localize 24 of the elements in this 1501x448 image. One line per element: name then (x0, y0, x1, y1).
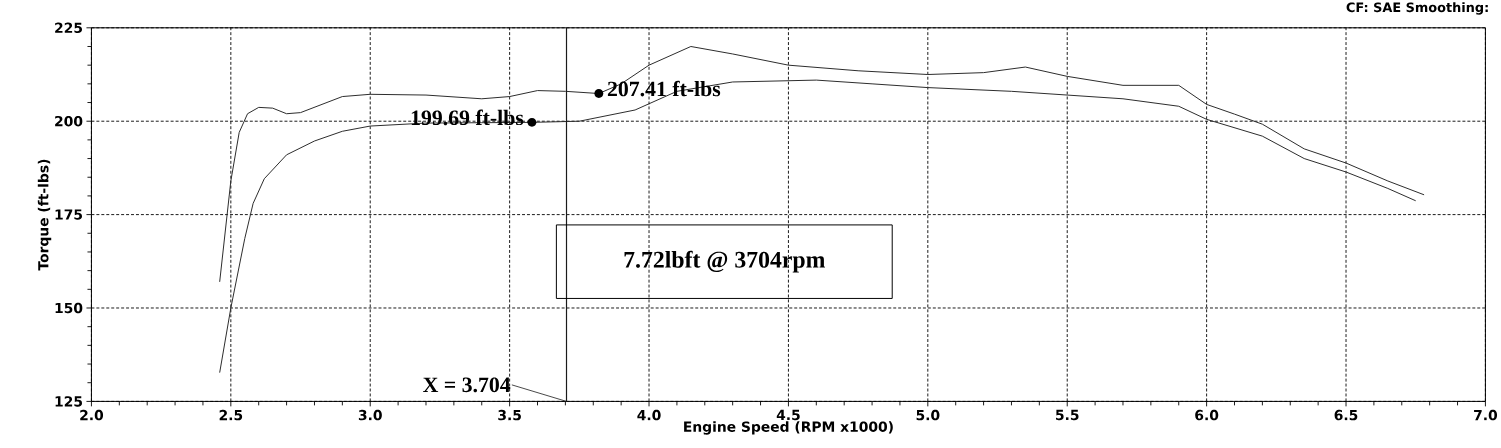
y-tick-label: 175 (55, 209, 83, 220)
text: CF: SAE Smoothing: (1346, 2, 1488, 15)
y-tick-label: 200 (55, 115, 83, 127)
x-tick-label: 5.0 (916, 409, 940, 421)
x-tick-label: 7.0 (1474, 409, 1498, 421)
line-series (219, 45, 1425, 283)
line-series (219, 79, 1417, 374)
annotation: 199.69 ft-lbs (411, 109, 524, 126)
x-tick-label: 6.5 (1334, 409, 1358, 421)
x-tick-label: 5.5 (1056, 409, 1079, 421)
x-tick-label: 3.5 (498, 409, 521, 421)
y-tick-label: 150 (55, 302, 83, 314)
y-tick-label: 225 (55, 22, 83, 34)
annotation: 7.72lbft @ 3704rpm (624, 250, 825, 273)
x-axis-title: Engine Speed (RPM x1000) (684, 421, 893, 435)
x-tick-label: 4.0 (637, 409, 661, 421)
x-tick-label: 2.5 (219, 409, 243, 421)
y-tick-label: 125 (55, 396, 83, 407)
y-axis-title: Torque (ft-lbs) (37, 159, 52, 271)
x-tick-label: 3.0 (358, 409, 382, 421)
x-tick-label: 4.5 (776, 409, 800, 421)
ref-line-label: X = 3.704 (423, 377, 511, 393)
x-tick-label: 2.0 (80, 409, 104, 421)
x-tick-label: 6.0 (1195, 409, 1219, 421)
